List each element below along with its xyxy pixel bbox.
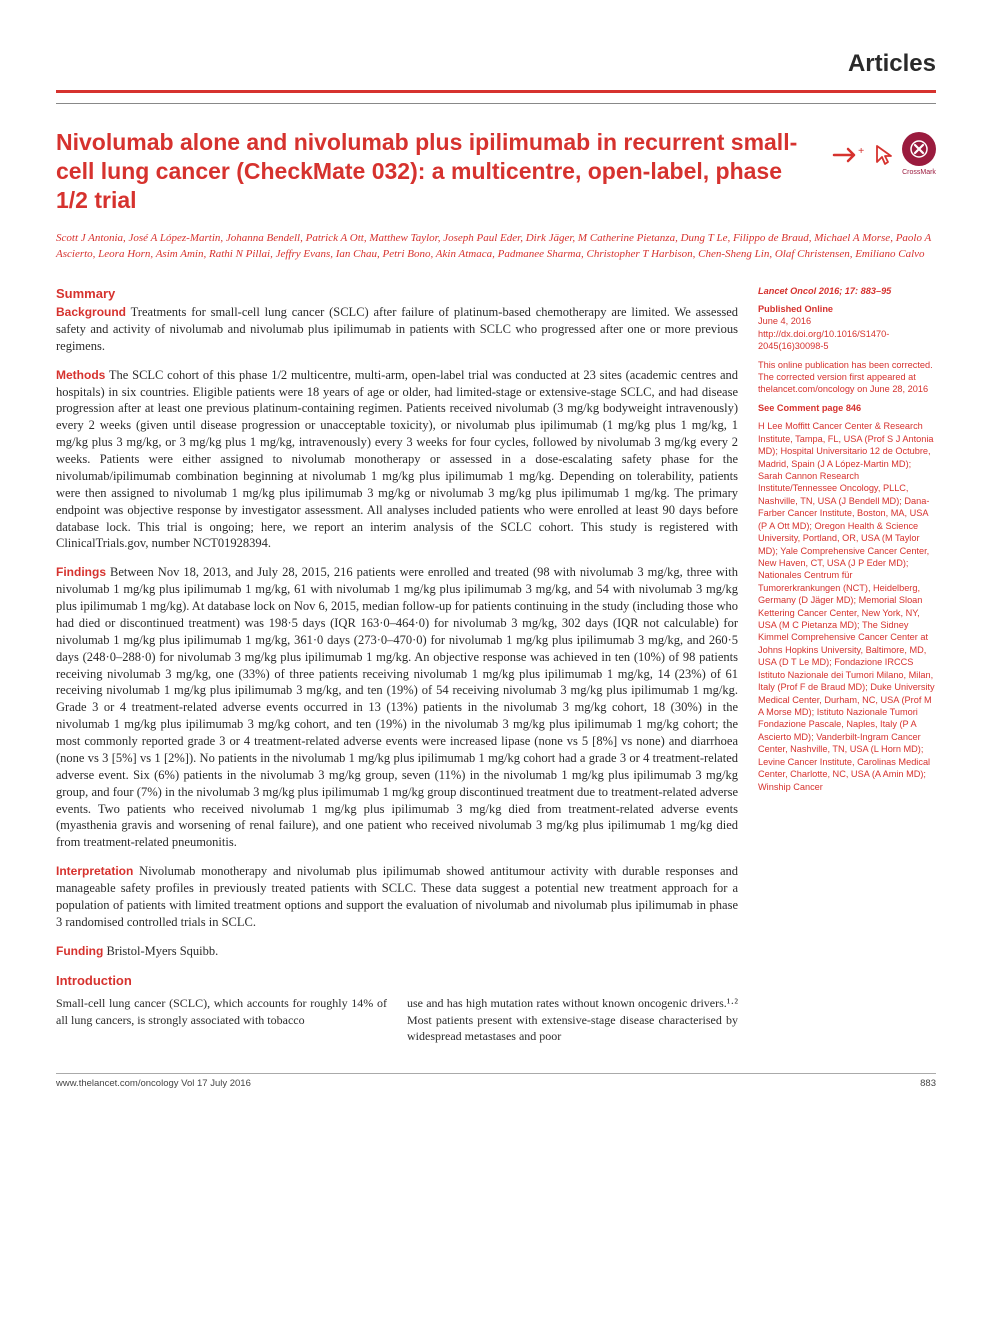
doi-link[interactable]: http://dx.doi.org/10.1016/S1470-2045(16)… xyxy=(758,329,889,351)
author-list: Scott J Antonia, José A López-Martin, Jo… xyxy=(56,231,936,263)
divider-thin xyxy=(56,103,936,104)
main-column: Summary Background Treatments for small-… xyxy=(56,285,738,1045)
published-label: Published Online xyxy=(758,304,833,314)
article-title: Nivolumab alone and nivolumab plus ipili… xyxy=(56,128,816,214)
methods-label: Methods xyxy=(56,368,105,382)
published-date: June 4, 2016 xyxy=(758,316,811,326)
background-text: Treatments for small-cell lung cancer (S… xyxy=(56,305,738,353)
svg-text:+: + xyxy=(858,145,864,157)
introduction-heading: Introduction xyxy=(56,972,738,990)
interpretation-text: Nivolumab monotherapy and nivolumab plus… xyxy=(56,864,738,929)
cursor-icon[interactable] xyxy=(874,144,894,166)
abstract-background: Background Treatments for small-cell lun… xyxy=(56,304,738,355)
see-comment[interactable]: See Comment page 846 xyxy=(758,403,861,413)
summary-heading: Summary xyxy=(56,285,738,303)
intro-col-2: use and has high mutation rates without … xyxy=(407,995,738,1045)
findings-label: Findings xyxy=(56,565,106,579)
findings-text: Between Nov 18, 2013, and July 28, 2015,… xyxy=(56,565,738,849)
title-icon-group: + CrossMark xyxy=(832,128,936,177)
correction-note: This online publication has been correct… xyxy=(758,359,936,396)
divider-red xyxy=(56,90,936,93)
funding-text: Bristol-Myers Squibb. xyxy=(106,944,218,958)
crossmark-icon[interactable]: CrossMark xyxy=(902,132,936,177)
section-label: Articles xyxy=(848,48,936,80)
citation-line: Lancet Oncol 2016; 17: 883–95 xyxy=(758,285,936,297)
abstract-findings: Findings Between Nov 18, 2013, and July … xyxy=(56,564,738,851)
interpretation-label: Interpretation xyxy=(56,864,133,878)
sidebar-column: Lancet Oncol 2016; 17: 883–95 Published … xyxy=(758,285,936,1045)
abstract-funding: Funding Bristol-Myers Squibb. xyxy=(56,943,738,960)
introduction-body: Small-cell lung cancer (SCLC), which acc… xyxy=(56,995,738,1045)
footer-page-number: 883 xyxy=(920,1078,936,1091)
abstract-methods: Methods The SCLC cohort of this phase 1/… xyxy=(56,367,738,553)
page-footer: www.thelancet.com/oncology Vol 17 July 2… xyxy=(56,1073,936,1091)
arrow-plus-icon[interactable]: + xyxy=(832,145,866,165)
background-label: Background xyxy=(56,305,126,319)
footer-left: www.thelancet.com/oncology Vol 17 July 2… xyxy=(56,1078,251,1091)
affiliations: H Lee Moffitt Cancer Center & Research I… xyxy=(758,420,936,793)
abstract-interpretation: Interpretation Nivolumab monotherapy and… xyxy=(56,863,738,931)
intro-col-1: Small-cell lung cancer (SCLC), which acc… xyxy=(56,995,387,1045)
methods-text: The SCLC cohort of this phase 1/2 multic… xyxy=(56,368,738,551)
article-header: Articles xyxy=(56,48,936,80)
funding-label: Funding xyxy=(56,944,103,958)
